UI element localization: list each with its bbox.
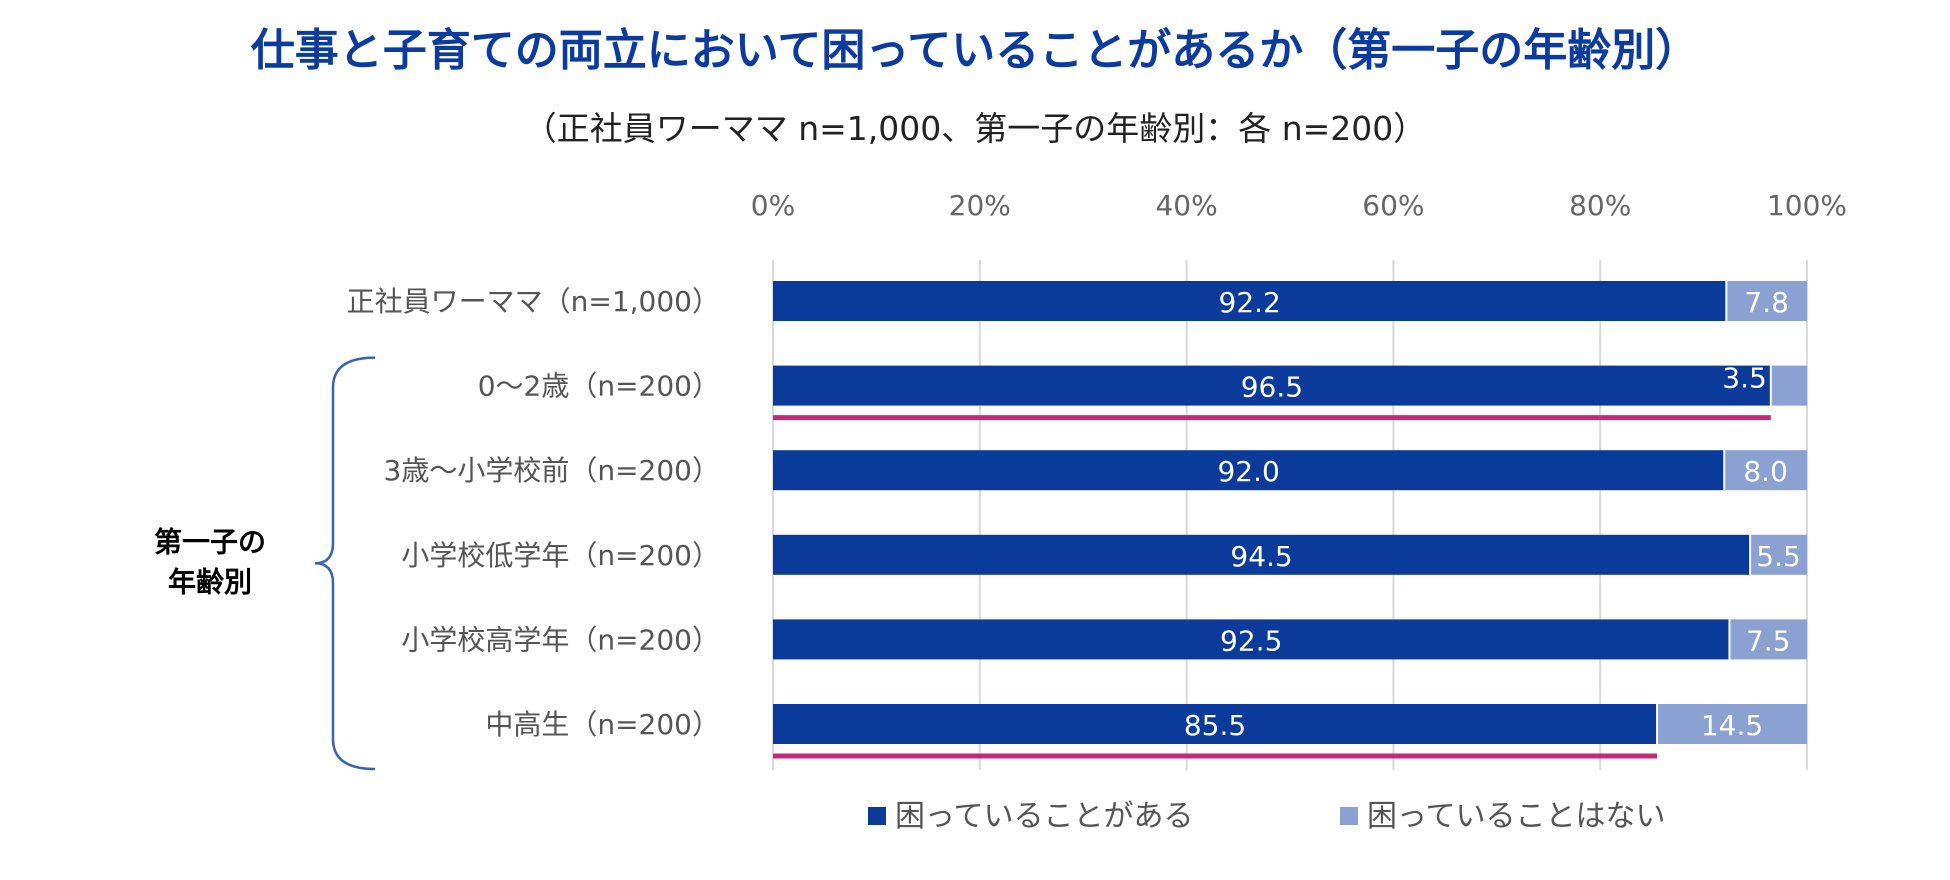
data-label-yes: 85.5 (1184, 709, 1246, 742)
data-label-yes: 92.2 (1219, 286, 1281, 319)
bar-segment-no (1770, 365, 1807, 406)
bar-segment-no (1750, 534, 1807, 575)
data-label-yes: 96.5 (1241, 371, 1303, 404)
bar-segment-no (1729, 619, 1807, 660)
group-label-line1: 第一子の (154, 525, 266, 558)
x-tick-label: 80% (1569, 189, 1631, 222)
category-label: 正社員ワーママ（n=1,000） (347, 285, 720, 318)
legend-label-no: 困っていることはない (1367, 799, 1666, 834)
data-label-no: 14.5 (1701, 709, 1763, 742)
bar-segment-yes (773, 281, 1727, 321)
x-tick-label: 0% (751, 189, 795, 222)
data-label-yes: 92.0 (1217, 455, 1279, 488)
category-label: 小学校高学年（n=200） (401, 623, 720, 656)
group-brace (314, 356, 376, 771)
x-tick-label: 100% (1767, 189, 1847, 222)
category-label: 3歳〜小学校前（n=200） (384, 454, 720, 487)
bar-segment-no (1724, 450, 1807, 491)
x-tick-label: 60% (1362, 189, 1424, 222)
bar-segment-yes (773, 619, 1730, 660)
bar-segment-yes (773, 365, 1771, 406)
bar-segment-yes (773, 704, 1658, 744)
category-label: 0〜2歳（n=200） (478, 370, 720, 403)
x-tick-label: 40% (1155, 189, 1217, 222)
data-label-no: 8.0 (1743, 455, 1788, 488)
data-label-no: 7.5 (1746, 624, 1791, 657)
bar-segment-yes (773, 534, 1751, 575)
data-label-yes: 92.5 (1220, 624, 1282, 657)
bar-segment-yes (773, 450, 1725, 491)
legend-swatch-no (1340, 807, 1358, 825)
data-label-no: 5.5 (1756, 540, 1801, 573)
data-label-no: 7.8 (1744, 286, 1789, 319)
bar-segment-no (1726, 281, 1807, 321)
category-label: 小学校低学年（n=200） (401, 539, 720, 572)
data-label-yes: 94.5 (1230, 540, 1292, 573)
legend-swatch-yes (868, 807, 886, 825)
legend-label-yes: 困っていることがある (895, 799, 1194, 834)
chart-subtitle: （正社員ワーママ n=1,000、第一子の年齢別：各 n=200） (523, 109, 1427, 148)
data-label-no: 3.5 (1722, 362, 1767, 395)
x-tick-label: 20% (949, 189, 1011, 222)
bar-segment-no (1657, 704, 1807, 744)
chart-title: 仕事と子育ての両立において困っていることがあるか（第一子の年齢別） (250, 25, 1700, 76)
category-label: 中高生（n=200） (485, 708, 720, 741)
group-label-line2: 年齢別 (168, 565, 252, 598)
